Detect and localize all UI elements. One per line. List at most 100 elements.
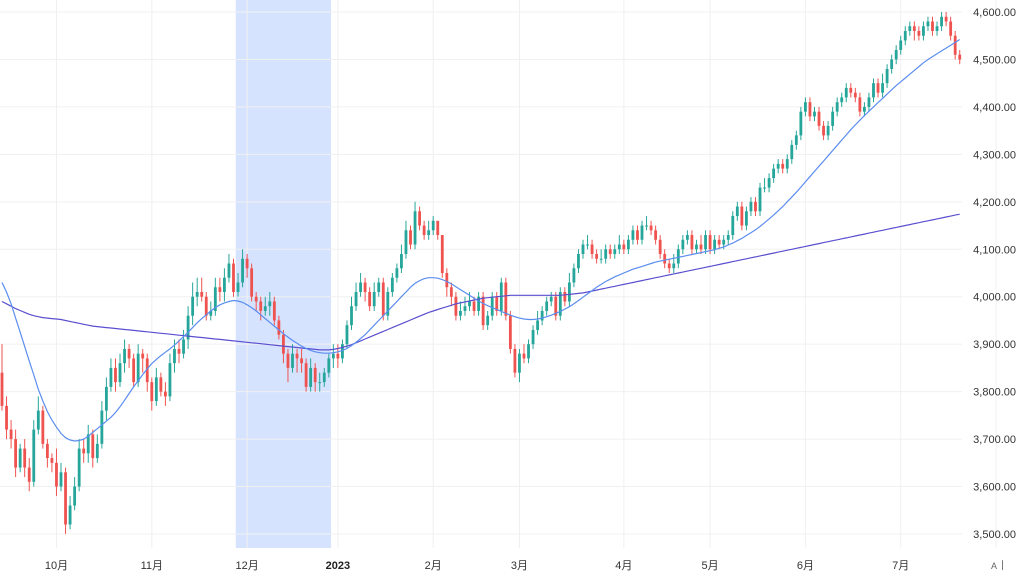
candle-body (903, 30, 907, 41)
y-axis[interactable]: 4,600.00 4,500.00 4,400.00 4,300.00 4,200.00… (973, 7, 1016, 541)
candle-body (858, 97, 862, 112)
candle (949, 16, 953, 41)
candle (953, 30, 957, 60)
candle-body (145, 358, 149, 383)
candle-body (577, 254, 580, 269)
candle (449, 282, 453, 307)
candle (218, 277, 222, 302)
candle-body (418, 211, 421, 226)
candle-body (123, 348, 126, 364)
candle (767, 173, 771, 193)
candle-body (277, 320, 281, 335)
candle (758, 182, 762, 217)
candle (32, 420, 36, 487)
candle (263, 296, 267, 316)
candle (590, 239, 594, 259)
candle-body (104, 386, 108, 411)
candle-body (740, 206, 744, 226)
candle-body (699, 244, 703, 250)
candle-body (813, 111, 816, 117)
candle-body (540, 310, 544, 321)
candle-body (518, 353, 521, 373)
y-tick-label: 3,900.00 (973, 339, 1016, 351)
candle (813, 106, 816, 122)
candle (577, 249, 580, 273)
candle (91, 429, 95, 468)
candle-body (436, 220, 440, 236)
candle (549, 291, 553, 307)
candle (109, 358, 113, 392)
candle-body (55, 462, 58, 487)
candle-body (440, 235, 444, 273)
y-tick-label: 4,500.00 (973, 54, 1016, 66)
candle-body (268, 301, 272, 307)
candle-body (395, 268, 399, 278)
candle-body (95, 443, 99, 459)
candle-body (731, 216, 735, 236)
candle (531, 325, 535, 349)
candle (704, 230, 707, 255)
candle-body (531, 329, 535, 345)
auto-scale-button[interactable]: A (986, 558, 1002, 572)
candle-body (881, 83, 884, 93)
candle-body (567, 282, 571, 302)
candle-body (826, 125, 830, 136)
candle (390, 273, 394, 297)
candle-body (590, 244, 594, 255)
candle-body (767, 178, 771, 188)
candle (581, 239, 585, 259)
candle (168, 353, 172, 402)
candle (318, 372, 322, 392)
candle (313, 363, 317, 392)
candle-body (695, 244, 698, 250)
candle (554, 291, 558, 321)
candle-body (300, 358, 303, 364)
candle (395, 263, 399, 283)
candle (754, 197, 757, 217)
candle-body (722, 239, 726, 245)
candle (645, 216, 648, 231)
candle (599, 249, 603, 264)
candle-body (263, 306, 267, 311)
candle (776, 159, 780, 174)
candle-body (563, 291, 567, 302)
candle (145, 353, 149, 392)
auto-scale-button-bg[interactable] (986, 558, 1002, 572)
candle (150, 377, 154, 411)
x-axis[interactable]: 10月11月12月20232月3月4月5月6月7月8月 (45, 560, 1005, 572)
candle (640, 220, 644, 245)
candle (404, 220, 408, 259)
candle-body (885, 68, 889, 84)
candle (545, 296, 549, 316)
candle (73, 477, 77, 511)
candle (204, 291, 208, 321)
candle (808, 97, 812, 122)
candle (341, 339, 344, 364)
candle-body (23, 448, 27, 468)
candle (726, 230, 730, 245)
candle (331, 344, 335, 368)
y-tick-label: 4,000.00 (973, 292, 1016, 304)
candle (445, 268, 449, 297)
ma-long-line (1, 213, 960, 351)
candle-body (726, 235, 730, 240)
candle (513, 344, 517, 378)
candle-body (318, 382, 322, 384)
candle-body (949, 21, 953, 36)
candle (14, 429, 18, 478)
candle-body (381, 282, 385, 316)
candle-body (445, 273, 449, 288)
y-tick-label: 4,100.00 (973, 244, 1016, 256)
auto-scale-label[interactable]: A (991, 561, 997, 571)
candle-body (27, 467, 31, 482)
candle-body (64, 472, 67, 525)
candle (872, 78, 875, 103)
candle (912, 21, 916, 41)
candle (223, 268, 226, 302)
candle (159, 372, 163, 397)
candle-body (463, 306, 467, 311)
candle-body (704, 235, 707, 250)
candle-body (91, 434, 95, 459)
